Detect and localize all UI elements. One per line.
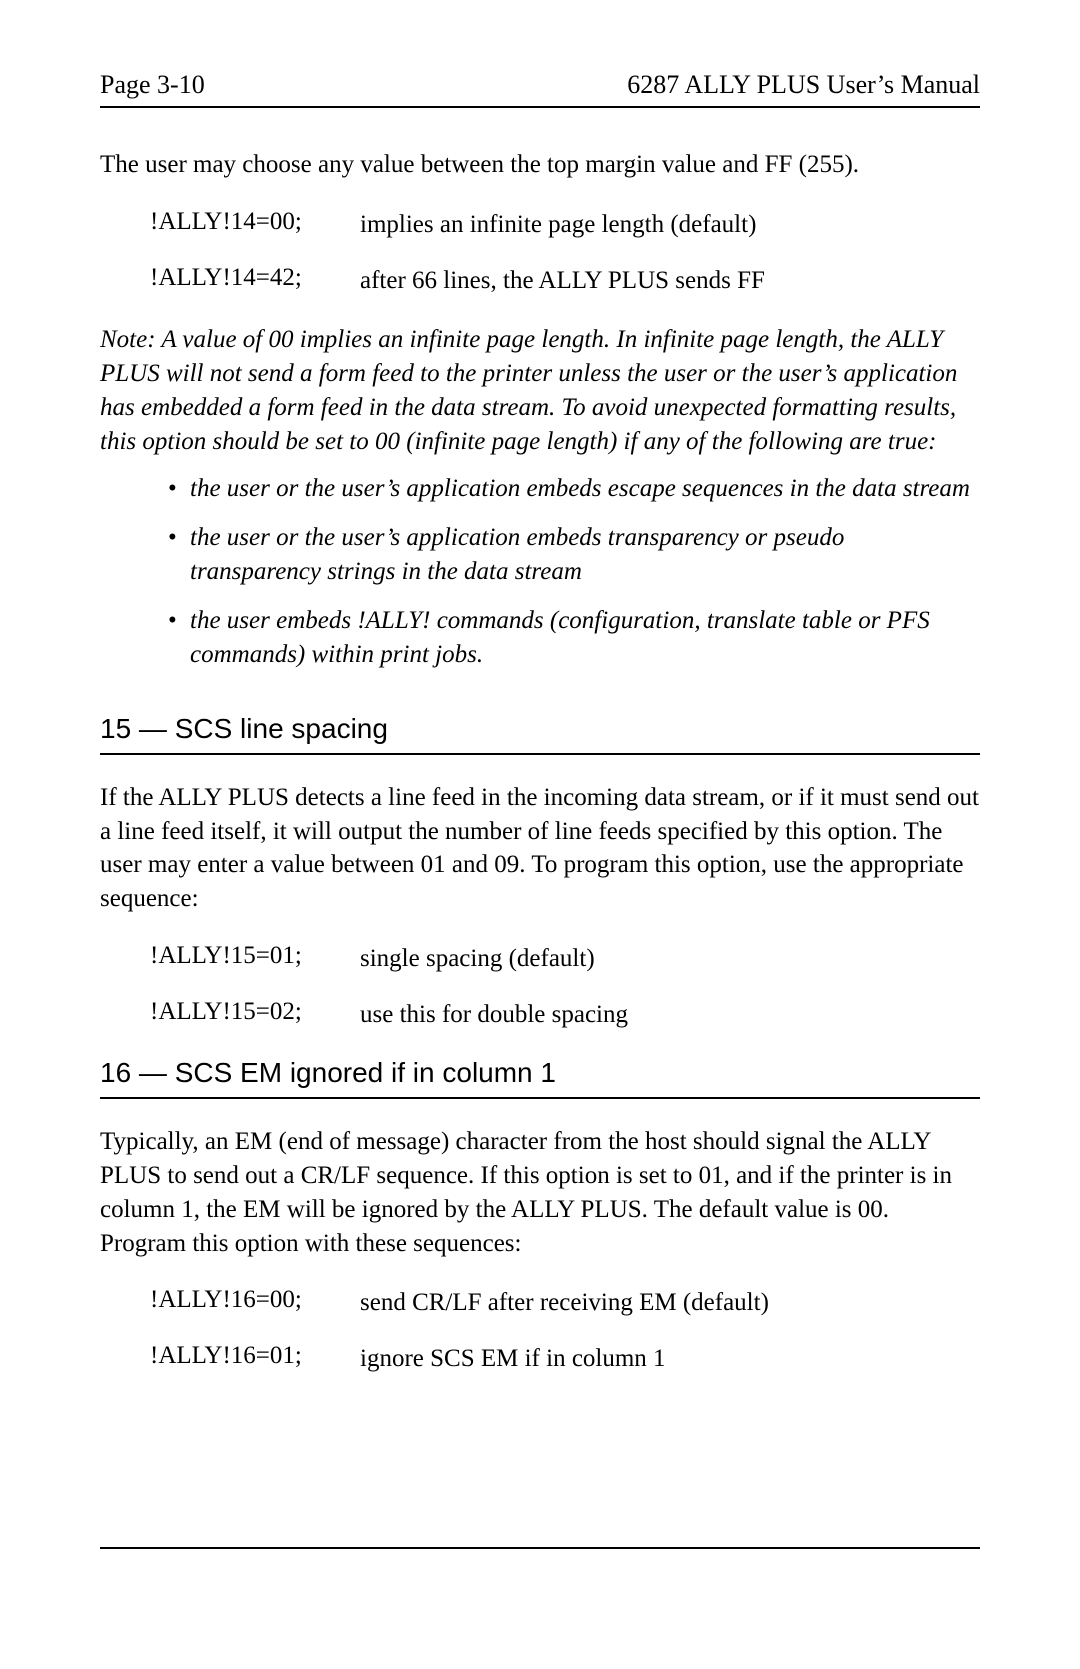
manual-page: Page 3-10 6287 ALLY PLUS User’s Manual T…: [0, 0, 1080, 1669]
section-15-heading: 15 — SCS line spacing: [100, 713, 980, 755]
cmd16-code: !ALLY!16=00;: [150, 1286, 360, 1320]
intro-paragraph: The user may choose any value between th…: [100, 148, 980, 182]
header-manual-title: 6287 ALLY PLUS User’s Manual: [627, 70, 980, 100]
note-bullet-item: the user or the user’s application embed…: [168, 521, 980, 590]
cmd14-code: !ALLY!14=00;: [150, 208, 360, 242]
cmd14-row: !ALLY!14=42; after 66 lines, the ALLY PL…: [150, 264, 980, 298]
page-header: Page 3-10 6287 ALLY PLUS User’s Manual: [100, 70, 980, 108]
cmd14-desc: after 66 lines, the ALLY PLUS sends FF: [360, 264, 765, 298]
cmd16-desc: send CR/LF after receiving EM (default): [360, 1286, 769, 1320]
cmd16-row: !ALLY!16=00; send CR/LF after receiving …: [150, 1286, 980, 1320]
section-16-heading: 16 — SCS EM ignored if in column 1: [100, 1057, 980, 1099]
cmd16-code: !ALLY!16=01;: [150, 1342, 360, 1376]
cmd16-row: !ALLY!16=01; ignore SCS EM if in column …: [150, 1342, 980, 1376]
note-paragraph: Note: A value of 00 implies an infinite …: [100, 323, 980, 458]
cmd16-desc: ignore SCS EM if in column 1: [360, 1342, 666, 1376]
cmd15-table: !ALLY!15=01; single spacing (default) !A…: [150, 942, 980, 1032]
header-page-number: Page 3-10: [100, 70, 205, 100]
note-bullet-list: the user or the user’s application embed…: [168, 472, 980, 673]
cmd14-table: !ALLY!14=00; implies an infinite page le…: [150, 208, 980, 298]
section-16-paragraph: Typically, an EM (end of message) charac…: [100, 1125, 980, 1260]
section-15-paragraph: If the ALLY PLUS detects a line feed in …: [100, 781, 980, 916]
note-bullet-item: the user or the user’s application embed…: [168, 472, 980, 507]
cmd15-code: !ALLY!15=01;: [150, 942, 360, 976]
cmd14-row: !ALLY!14=00; implies an infinite page le…: [150, 208, 980, 242]
cmd15-code: !ALLY!15=02;: [150, 998, 360, 1032]
footer-rule: [100, 1547, 980, 1549]
note-bullet-item: the user embeds !ALLY! commands (configu…: [168, 604, 980, 673]
cmd14-desc: implies an infinite page length (default…: [360, 208, 756, 242]
cmd14-code: !ALLY!14=42;: [150, 264, 360, 298]
cmd16-table: !ALLY!16=00; send CR/LF after receiving …: [150, 1286, 980, 1376]
cmd15-desc: single spacing (default): [360, 942, 595, 976]
cmd15-desc: use this for double spacing: [360, 998, 628, 1032]
cmd15-row: !ALLY!15=01; single spacing (default): [150, 942, 980, 976]
cmd15-row: !ALLY!15=02; use this for double spacing: [150, 998, 980, 1032]
